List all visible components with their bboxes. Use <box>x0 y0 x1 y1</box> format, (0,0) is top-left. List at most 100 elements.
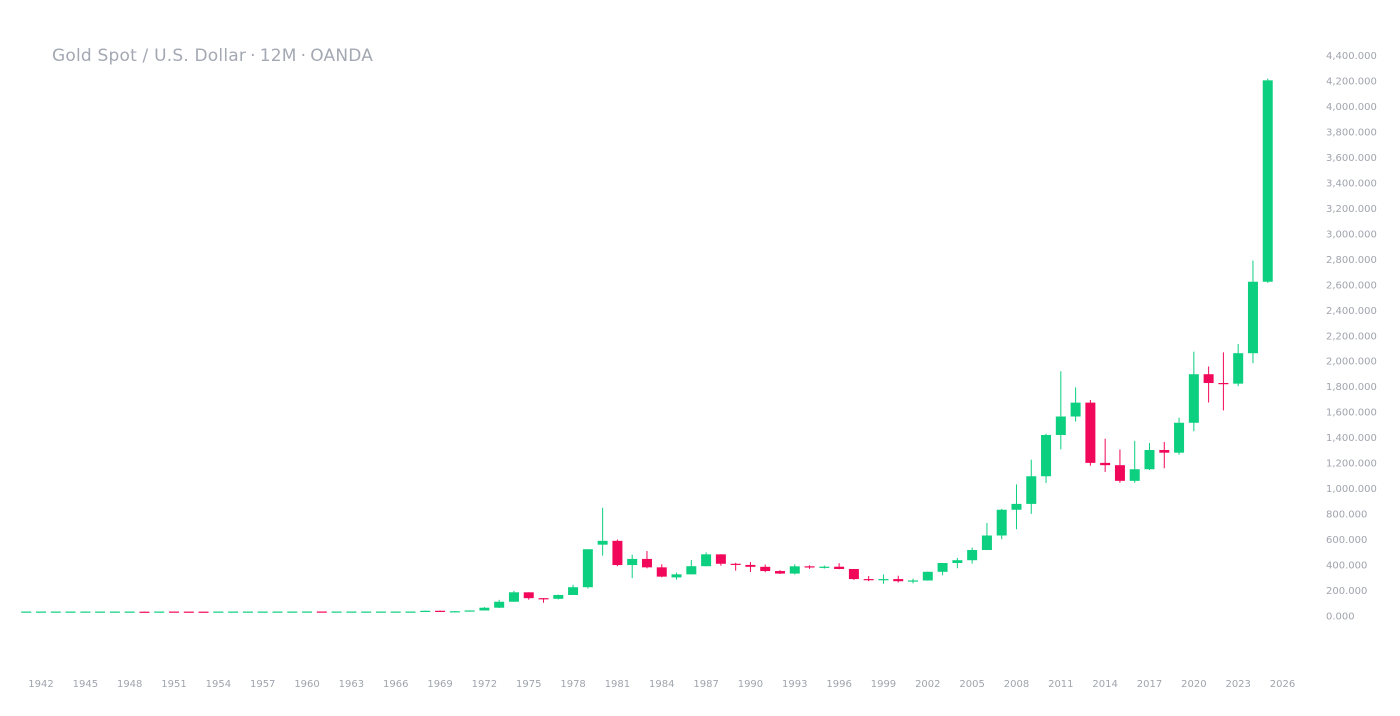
candle-2001[interactable] <box>908 578 919 584</box>
candle-body-1952 <box>183 611 194 613</box>
interval-label: 12M <box>259 46 297 66</box>
candle-1988[interactable] <box>715 554 726 566</box>
candle-2012[interactable] <box>1070 387 1081 422</box>
candle-2004[interactable] <box>952 557 963 569</box>
y-tick-label: 400.000 <box>1326 561 1367 572</box>
candle-2006[interactable] <box>981 523 992 551</box>
candle-1986[interactable] <box>686 560 697 575</box>
y-tick-label: 2,200.000 <box>1326 331 1377 342</box>
candle-2015[interactable] <box>1114 449 1125 483</box>
candle-2020[interactable] <box>1188 351 1199 432</box>
x-tick-label: 1999 <box>871 679 896 690</box>
candle-1965[interactable] <box>375 611 386 613</box>
candle-1948[interactable] <box>124 611 135 613</box>
candle-1989[interactable] <box>730 562 741 571</box>
candle-1979[interactable] <box>582 549 593 589</box>
candle-1980[interactable] <box>597 507 608 556</box>
candle-1963[interactable] <box>346 611 357 613</box>
candle-1962[interactable] <box>331 611 342 613</box>
candle-1999[interactable] <box>878 574 889 584</box>
candle-2010[interactable] <box>1041 433 1052 484</box>
candle-2005[interactable] <box>967 547 978 564</box>
candle-1994[interactable] <box>804 565 815 569</box>
candle-1960[interactable] <box>302 611 313 613</box>
candle-2022[interactable] <box>1218 352 1229 411</box>
candle-1942[interactable] <box>36 611 46 613</box>
candle-1954[interactable] <box>213 611 224 613</box>
candle-1949[interactable] <box>139 611 150 613</box>
y-tick-label: 2,400.000 <box>1326 306 1377 317</box>
candle-1983[interactable] <box>641 551 652 569</box>
candle-1985[interactable] <box>671 572 682 580</box>
candle-1967[interactable] <box>405 611 416 613</box>
x-tick-label: 1996 <box>826 679 851 690</box>
candle-2011[interactable] <box>1055 371 1066 450</box>
candle-1959[interactable] <box>287 611 298 613</box>
candle-1972[interactable] <box>479 607 490 611</box>
candle-2009[interactable] <box>1026 459 1037 514</box>
candle-2016[interactable] <box>1129 440 1140 483</box>
candle-2013[interactable] <box>1085 399 1096 466</box>
candle-body-1945 <box>80 611 91 613</box>
x-tick-label: 1942 <box>28 679 53 690</box>
candle-1978[interactable] <box>568 584 579 595</box>
candle-1990[interactable] <box>745 561 756 573</box>
candle-1970[interactable] <box>449 611 460 613</box>
candle-1975[interactable] <box>523 592 534 600</box>
candle-1971[interactable] <box>464 610 475 612</box>
candle-2017[interactable] <box>1144 443 1155 471</box>
candle-1993[interactable] <box>789 564 800 575</box>
y-axis[interactable]: 0.000 200.000 400.000 600.000 800.000 1,000.0… <box>1326 51 1377 623</box>
x-tick-label: 1978 <box>560 679 585 690</box>
candle-1984[interactable] <box>656 564 667 578</box>
candle-1981[interactable] <box>612 539 623 567</box>
candle-2023[interactable] <box>1233 344 1244 387</box>
candle-2003[interactable] <box>937 563 948 576</box>
candle-2014[interactable] <box>1100 438 1111 472</box>
candle-1950[interactable] <box>154 611 165 613</box>
candle-1943[interactable] <box>50 611 61 613</box>
candle-1958[interactable] <box>272 611 283 613</box>
candle-1947[interactable] <box>109 611 120 613</box>
candle-2000[interactable] <box>893 575 904 583</box>
candle-2025[interactable] <box>1262 78 1273 283</box>
candle-2018[interactable] <box>1159 441 1170 469</box>
candle-1964[interactable] <box>361 611 372 613</box>
candle-2007[interactable] <box>996 508 1007 540</box>
candle-1997[interactable] <box>848 568 859 580</box>
candle-1946[interactable] <box>95 611 106 613</box>
candle-1982[interactable] <box>627 554 638 579</box>
x-axis[interactable]: 1942 1945 1948 1951 1954 1957 1960 1963 1966 1969… <box>28 679 1295 690</box>
candle-1951[interactable] <box>169 611 180 613</box>
candle-1945[interactable] <box>80 611 91 613</box>
candle-2008[interactable] <box>1011 484 1022 530</box>
candle-1977[interactable] <box>553 594 564 600</box>
candle-1969[interactable] <box>435 610 446 612</box>
candle-1976[interactable] <box>538 598 549 603</box>
candle-1995[interactable] <box>819 565 830 569</box>
candle-1992[interactable] <box>775 570 785 574</box>
candle-1996[interactable] <box>834 563 845 570</box>
candle-1944[interactable] <box>65 611 76 613</box>
candle-1955[interactable] <box>228 611 239 613</box>
candle-1974[interactable] <box>508 590 519 602</box>
candle-2002[interactable] <box>922 571 933 581</box>
candle-2019[interactable] <box>1174 417 1185 455</box>
candle-1998[interactable] <box>863 576 874 582</box>
candle-1957[interactable] <box>257 611 268 613</box>
candle-1966[interactable] <box>390 611 401 613</box>
x-tick-label: 1966 <box>383 679 408 690</box>
candle-1941[interactable] <box>21 611 32 613</box>
candle-2021[interactable] <box>1203 366 1214 403</box>
candle-1991[interactable] <box>760 564 771 573</box>
candle-1968[interactable] <box>420 610 431 612</box>
candle-1952[interactable] <box>183 611 194 613</box>
candle-body-1995 <box>819 566 830 568</box>
candle-1953[interactable] <box>198 611 209 613</box>
candle-2024[interactable] <box>1247 260 1258 364</box>
candle-1987[interactable] <box>701 552 712 567</box>
candle-1961[interactable] <box>316 611 327 613</box>
candle-1956[interactable] <box>242 611 253 613</box>
candle-1973[interactable] <box>494 599 505 608</box>
